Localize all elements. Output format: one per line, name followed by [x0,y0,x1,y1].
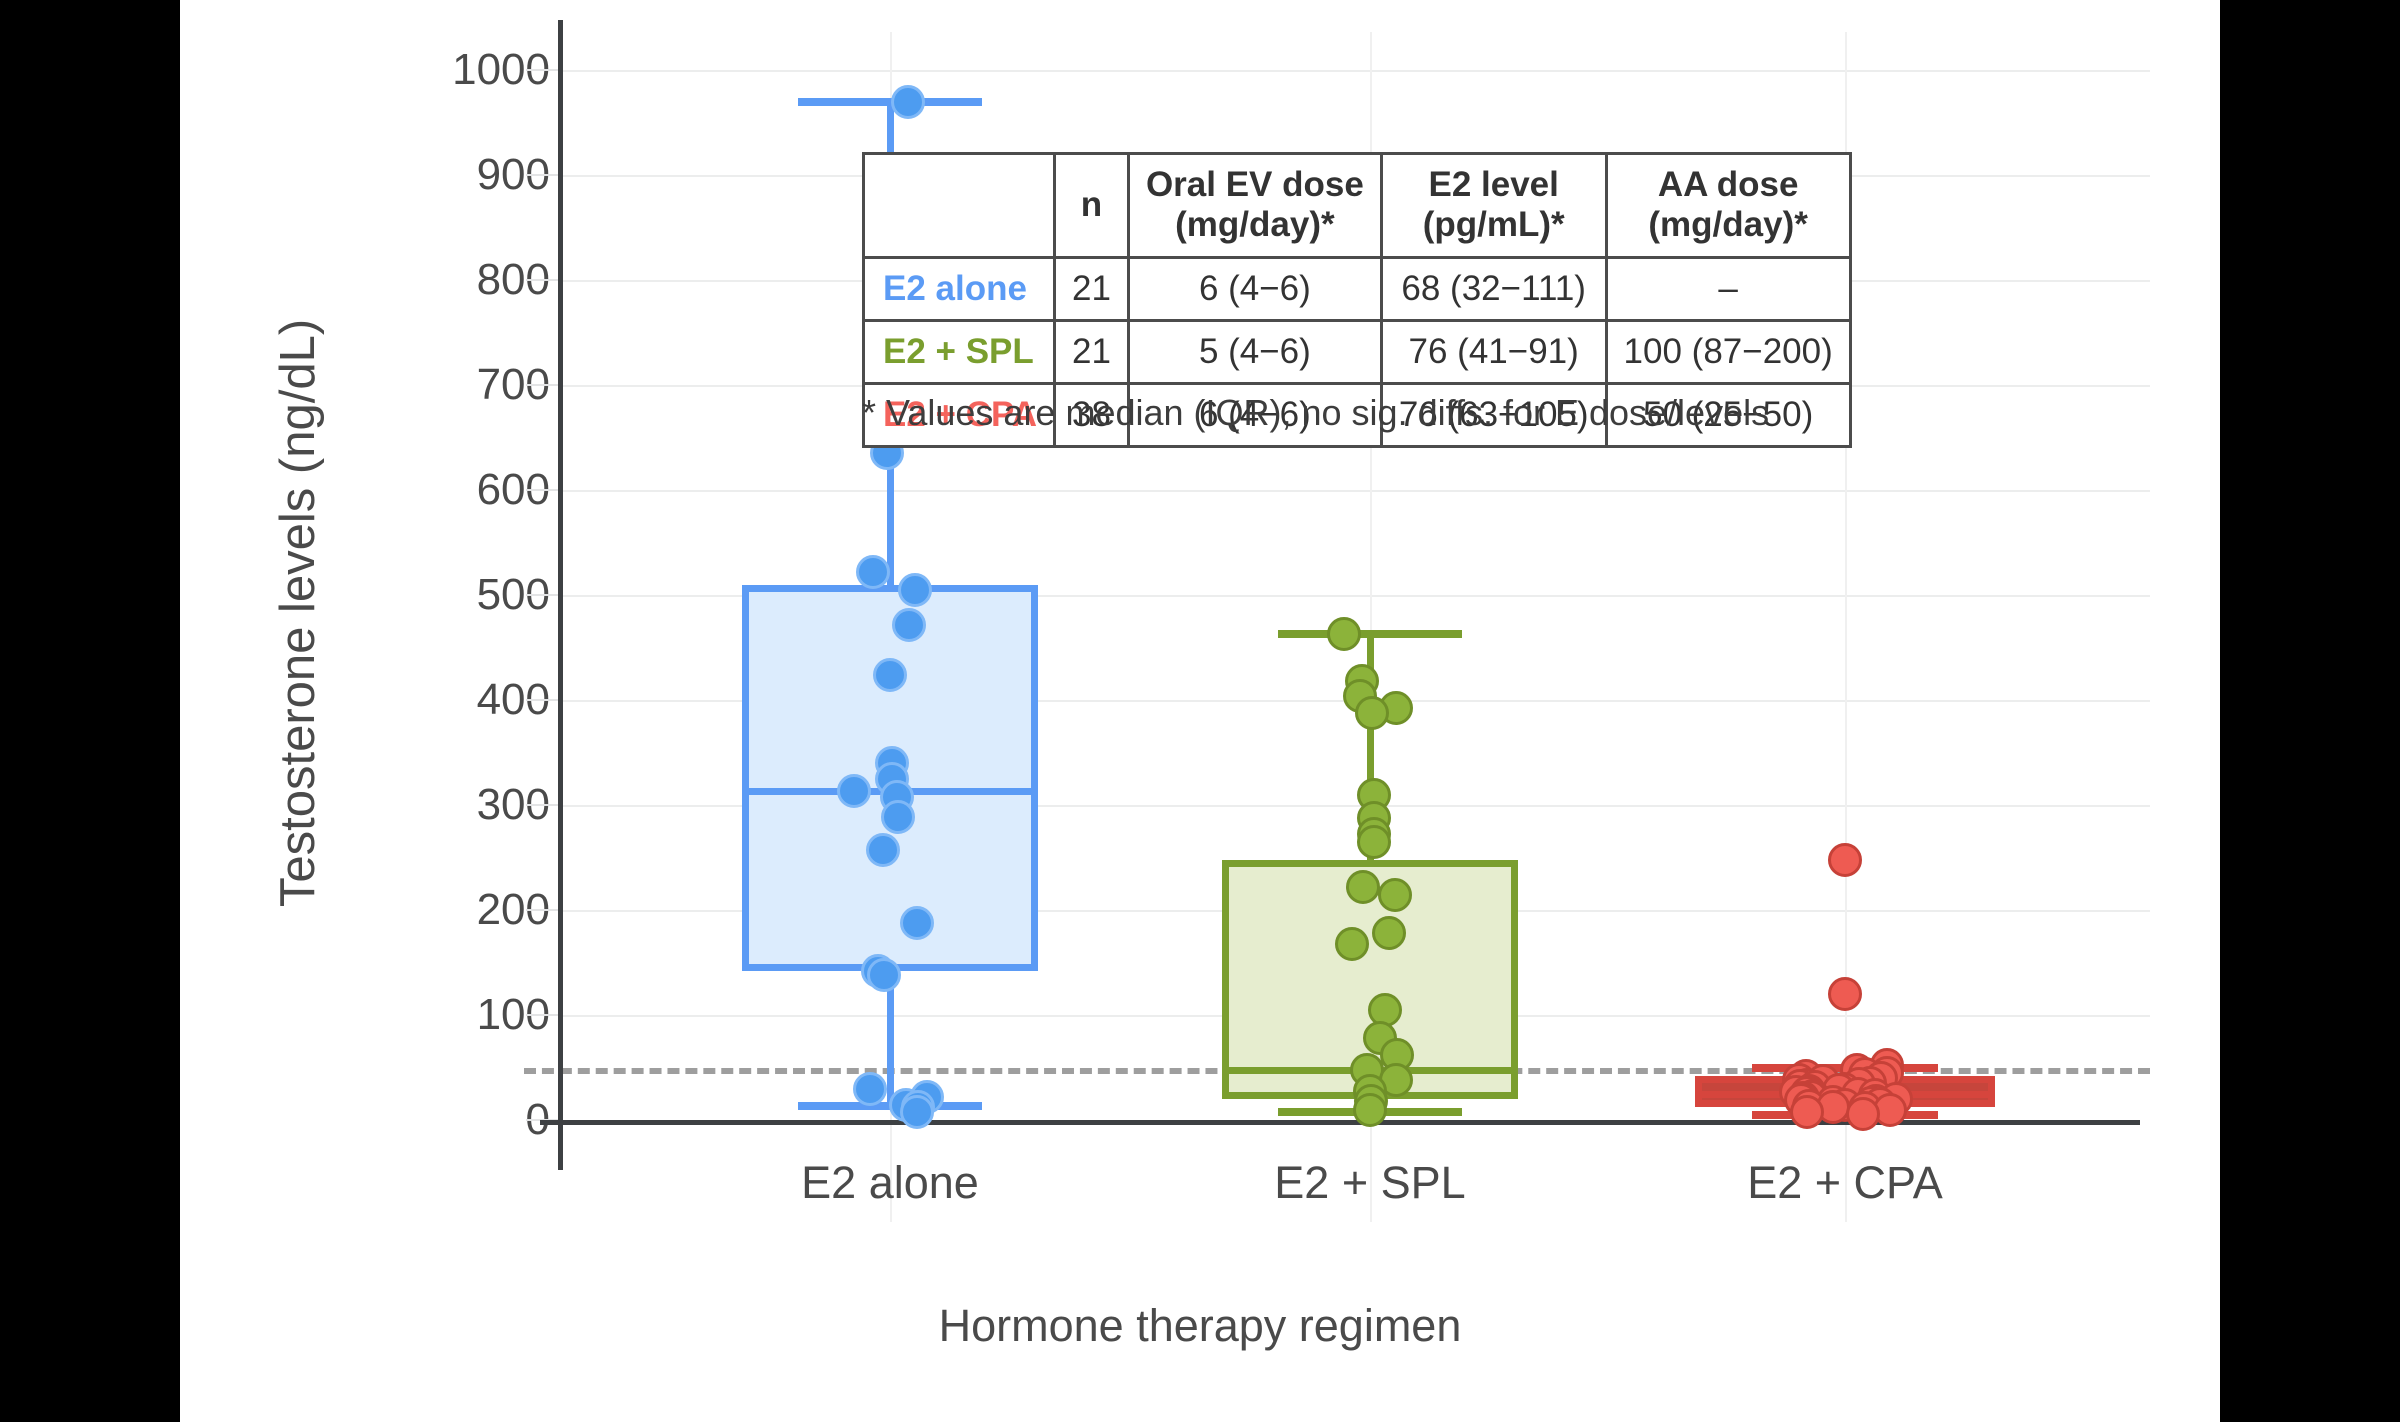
cell-ev-dose: 6 (4−6) [1126,381,1383,449]
y-axis-spine [558,20,563,1170]
header-line: AA dose [1657,165,1799,204]
cell-n: 38 [1053,381,1130,449]
data-point [1371,916,1406,951]
y-tick-label: 1000 [452,45,550,94]
table-header-cell-2: Oral EV dose (mg/day)* [1126,152,1383,259]
y-tick-mark [526,279,560,281]
y-tick-mark [526,174,560,176]
vertical-gridline [1845,32,1847,1222]
vertical-gridline [1370,32,1372,1222]
data-point [873,657,908,692]
header-line: (mg/day)* [1175,205,1335,245]
row-label: E2 + SPL [862,318,1056,386]
gridline [560,490,2150,492]
table-body: E2 alone 21 6 (4−6) 68 (32−111) – E2 + SPL 21 5… [862,255,1852,449]
y-tick-label: 100 [476,990,550,1039]
table-header-cell-3: E2 level (pg/mL)* [1379,152,1608,259]
gridline [560,70,2150,72]
summary-table: n Oral EV dose (mg/day)* E2 level (pg/mL)* AA… [862,152,1852,449]
data-point [853,1071,888,1106]
data-point [1377,878,1412,913]
data-point [855,554,890,589]
y-tick-mark [526,489,560,491]
y-tick-label: 200 [476,885,550,934]
table-header-row: n Oral EV dose (mg/day)* E2 level (pg/mL)* AA… [862,152,1852,259]
table-header-cell-1: n [1053,152,1130,259]
y-tick-label: 700 [476,360,550,409]
data-point [1345,869,1380,904]
cell-ev-dose: 5 (4−6) [1126,318,1383,386]
data-point [1828,842,1862,877]
data-point [867,958,902,993]
header-line: (pg/mL)* [1422,205,1565,245]
data-point [899,1094,934,1129]
y-tick-mark [526,699,560,701]
y-tick-mark [526,69,560,71]
y-tick-label: 0 [525,1095,550,1144]
header-line: E2 level [1428,165,1559,204]
y-tick-label: 800 [476,255,550,304]
x-category-e2-+-spl: E2 + SPL [1274,1157,1466,1208]
data-point [1327,616,1362,651]
chart-canvas: Testosterone levels (ng/dL) Hormone ther… [180,0,2220,1422]
cell-e2-level: 76 (41−91) [1379,318,1608,386]
cell-aa-dose: – [1604,255,1852,322]
y-tick-label: 600 [476,465,550,514]
data-point [1828,977,1862,1011]
x-category-e2-alone: E2 alone [801,1157,979,1208]
x-axis-title: Hormone therapy regimen [938,1300,1462,1351]
header-line: (mg/day)* [1648,205,1808,245]
data-point [836,774,871,809]
whisker-cap-upper [1278,629,1462,638]
cell-e2-level: 76 (63−105) [1379,381,1608,449]
data-point [881,799,916,834]
plot-area: 0 100 200 300 400 500 600 700 800 900 1000 E2 alon… [452,20,2150,1222]
y-tick-label: 500 [476,570,550,619]
data-point [892,608,927,643]
header-line: n [1080,185,1103,225]
gridline [560,805,2150,807]
cell-aa-dose: 50 (25−50) [1604,381,1852,449]
data-point [865,833,900,868]
y-tick-label: 900 [476,150,550,199]
y-tick-label: 400 [476,675,550,724]
y-tick-mark [526,909,560,911]
table-header-cell-0 [862,152,1056,259]
cell-n: 21 [1053,318,1130,386]
data-point [899,905,934,940]
table-row: E2 alone 21 6 (4−6) 68 (32−111) – [862,255,1852,322]
cell-aa-dose: 100 (87−200) [1604,318,1852,386]
header-line: Oral EV dose [1145,165,1364,204]
data-point [897,572,932,607]
data-point [1355,695,1390,730]
row-label: E2 alone [862,255,1056,322]
gridline [560,595,2150,597]
cell-ev-dose: 6 (4−6) [1126,255,1383,322]
whisker-cap-upper [798,97,982,106]
y-tick-mark [526,1014,560,1016]
data-point [1352,1092,1387,1127]
table-header-cell-4: AA dose (mg/day)* [1604,152,1852,259]
x-category-e2-+-cpa: E2 + CPA [1747,1157,1943,1208]
y-tick-mark [526,594,560,596]
table-footnote: * Values are median (IQR), no sig. diffs… [862,392,1770,433]
data-point [1790,1094,1825,1129]
row-label: E2 + CPA [862,381,1056,449]
data-point [1334,926,1369,961]
cell-e2-level: 68 (32−111) [1379,255,1608,322]
y-tick-label: 300 [476,780,550,829]
y-tick-mark [526,804,560,806]
table-row: E2 + SPL 21 5 (4−6) 76 (41−91) 100 (87−200) [862,318,1852,386]
data-point [1357,824,1392,859]
cell-n: 21 [1053,255,1130,322]
data-point [1845,1096,1880,1131]
table-row: E2 + CPA 38 6 (4−6) 76 (63−105) 50 (25−50) [862,381,1852,449]
x-axis-spine [540,1120,2140,1125]
data-point [891,84,926,119]
y-tick-mark [526,384,560,386]
